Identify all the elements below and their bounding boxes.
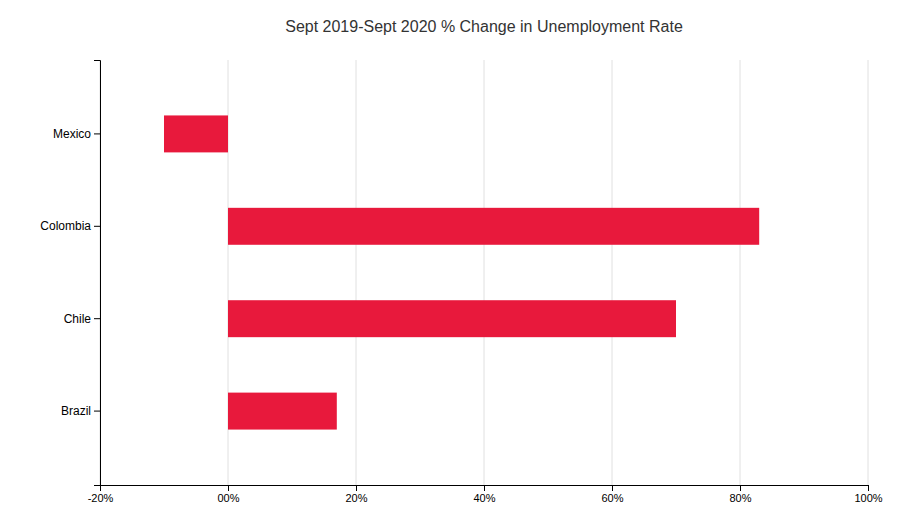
grid-line bbox=[356, 60, 357, 485]
tick-label: 40% bbox=[473, 492, 495, 504]
tick-label: Mexico bbox=[53, 127, 91, 141]
tick-label: 80% bbox=[729, 492, 751, 504]
tick-mark bbox=[94, 226, 100, 227]
tick-mark bbox=[356, 485, 357, 491]
tick: Brazil bbox=[61, 404, 100, 418]
tick-mark bbox=[740, 485, 741, 491]
chart: -20% 00% 20% 40% 60% 80% 100% Mexico Colombia Chi… bbox=[0, 0, 908, 530]
grid-line bbox=[612, 60, 613, 485]
tick-label: Brazil bbox=[61, 404, 91, 418]
tick: 00% bbox=[217, 485, 239, 504]
tick-label: -20% bbox=[88, 492, 114, 504]
grid-line bbox=[868, 60, 869, 485]
tick: Mexico bbox=[53, 127, 100, 141]
tick: 40% bbox=[473, 485, 495, 504]
bars bbox=[164, 115, 759, 429]
tick: Colombia bbox=[40, 219, 100, 233]
tick-mark bbox=[94, 133, 100, 134]
tick-label: 100% bbox=[854, 492, 882, 504]
tick-mark bbox=[94, 318, 100, 319]
grid-line bbox=[740, 60, 741, 485]
axis-line bbox=[94, 61, 101, 486]
tick-mark bbox=[484, 485, 485, 491]
title: Sept 2019-Sept 2020 % Change in Unemploy… bbox=[285, 18, 683, 35]
bar bbox=[164, 115, 228, 152]
tick-mark bbox=[868, 485, 869, 491]
tick-label: 20% bbox=[345, 492, 367, 504]
value-axis: -20% 00% 20% 40% 60% 80% 100% bbox=[88, 485, 883, 504]
grid bbox=[100, 60, 868, 485]
tick-label: 00% bbox=[217, 492, 239, 504]
axis-line bbox=[101, 486, 869, 492]
tick-label: Chile bbox=[64, 312, 92, 326]
plot: -20% 00% 20% 40% 60% 80% 100% Mexico Colombia Chi… bbox=[40, 60, 882, 504]
tick: Chile bbox=[64, 312, 100, 326]
tick: 80% bbox=[729, 485, 751, 504]
bar bbox=[228, 300, 676, 337]
tick-mark bbox=[94, 411, 100, 412]
grid-line bbox=[484, 60, 485, 485]
tick-label: Colombia bbox=[40, 219, 91, 233]
bar bbox=[228, 393, 337, 430]
tick-mark bbox=[612, 485, 613, 491]
category-axis: Mexico Colombia Chile Brazil bbox=[40, 61, 100, 486]
tick: 100% bbox=[854, 485, 882, 504]
tick-label: 60% bbox=[601, 492, 623, 504]
bar bbox=[228, 208, 759, 245]
tick-mark bbox=[228, 485, 229, 491]
tick: 20% bbox=[345, 485, 367, 504]
tick: 60% bbox=[601, 485, 623, 504]
tick: -20% bbox=[88, 485, 114, 504]
